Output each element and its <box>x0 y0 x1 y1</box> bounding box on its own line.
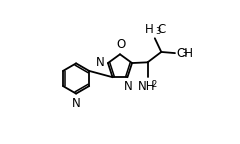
Text: N: N <box>124 80 133 93</box>
Text: 3: 3 <box>181 49 186 58</box>
Text: O: O <box>116 38 125 51</box>
Text: N: N <box>72 97 80 110</box>
Text: N: N <box>96 56 105 69</box>
Text: CH: CH <box>176 47 193 60</box>
Text: NH: NH <box>138 80 155 93</box>
Text: 2: 2 <box>151 80 156 89</box>
Text: C: C <box>157 23 166 36</box>
Text: H: H <box>145 23 154 36</box>
Text: 3: 3 <box>156 27 161 36</box>
